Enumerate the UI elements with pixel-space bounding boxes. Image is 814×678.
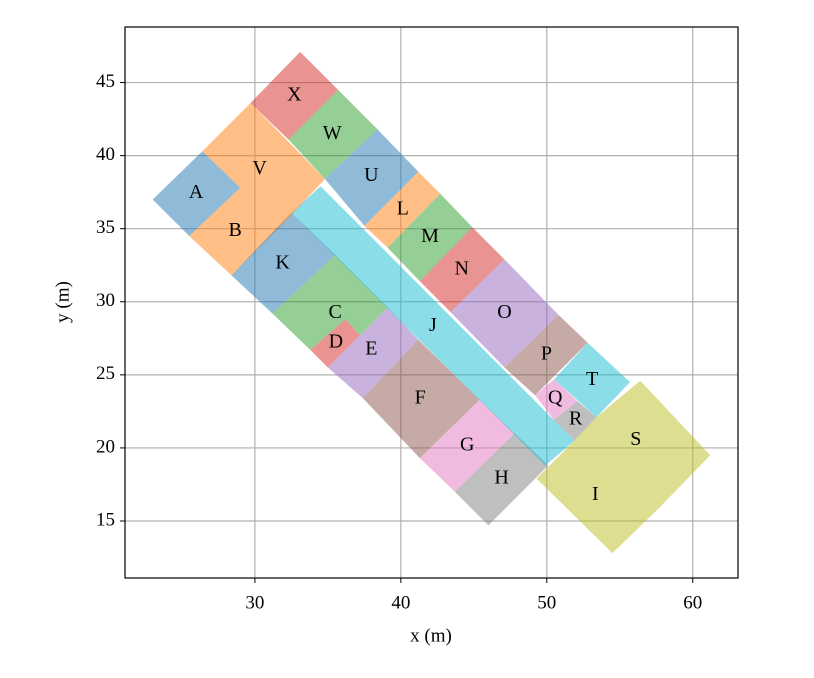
region — [364, 171, 441, 248]
x-tick-label: 50 — [537, 592, 556, 613]
region-label: Q — [548, 387, 563, 409]
region-label: A — [189, 181, 204, 203]
region — [327, 307, 419, 399]
region-label: D — [329, 331, 343, 353]
ticks: 30 40 50 60 15 20 25 30 35 40 45 — [96, 71, 702, 613]
region — [454, 433, 549, 526]
region-label: F — [415, 387, 426, 409]
region — [202, 103, 325, 228]
y-tick-label: 15 — [96, 509, 115, 530]
region — [231, 212, 336, 314]
region — [504, 314, 588, 396]
region — [272, 255, 388, 350]
region-label: B — [229, 219, 242, 241]
region — [310, 319, 360, 368]
region-label: J — [429, 314, 437, 336]
region-label: H — [494, 467, 508, 489]
region-label: X — [287, 84, 302, 106]
region — [362, 339, 480, 459]
region-label: V — [252, 157, 267, 179]
region-label: R — [569, 407, 583, 429]
y-tick-label: 20 — [96, 436, 115, 457]
region — [554, 401, 597, 441]
y-tick-label: 45 — [96, 71, 115, 92]
y-tick-label: 30 — [96, 290, 115, 311]
polygons — [152, 51, 711, 554]
x-tick-label: 60 — [683, 592, 702, 613]
region-label: G — [460, 433, 474, 455]
region-label: L — [397, 197, 409, 219]
y-tick-label: 25 — [96, 363, 115, 384]
x-tick-label: 40 — [391, 592, 410, 613]
region — [288, 89, 378, 179]
region — [554, 342, 630, 418]
region — [419, 399, 515, 492]
region-label: C — [328, 301, 341, 323]
region-label: W — [323, 122, 342, 144]
region — [535, 379, 578, 421]
region-label: O — [497, 301, 511, 323]
axes-frame — [124, 26, 739, 579]
polygon-labels: A B CD E F GH I J K LMN O PQR S T U V WX — [189, 84, 641, 505]
region — [419, 227, 505, 312]
region-label: T — [586, 368, 598, 390]
y-tick-label: 35 — [96, 217, 115, 238]
region-label: K — [275, 252, 290, 274]
region-label: P — [541, 343, 552, 365]
region-label: M — [421, 225, 439, 247]
region — [152, 151, 241, 236]
region-label: S — [630, 428, 641, 450]
region — [291, 186, 575, 466]
region — [450, 259, 559, 368]
region-label: E — [365, 337, 377, 359]
region — [387, 193, 473, 282]
region — [250, 51, 339, 140]
y-tick-label: 40 — [96, 144, 115, 165]
region-label: N — [455, 258, 469, 280]
y-axis-label: y (m) — [52, 281, 73, 323]
region-label: I — [592, 483, 599, 505]
region — [189, 187, 280, 276]
x-axis-label: x (m) — [410, 625, 452, 646]
region — [574, 380, 711, 510]
region — [324, 129, 419, 226]
x-tick-label: 30 — [245, 592, 264, 613]
region — [536, 440, 658, 554]
region-label: U — [364, 164, 379, 186]
